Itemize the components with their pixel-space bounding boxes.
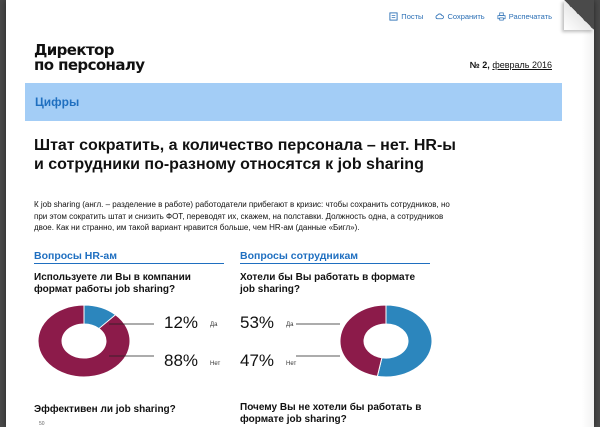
right-donut-segment-yes (376, 304, 433, 378)
right-leader-lines (296, 323, 340, 357)
left-leader-lines (109, 323, 154, 357)
left-column-rule (34, 263, 224, 264)
left-question-2: Эффективен ли job sharing? (34, 404, 176, 415)
section-title: Цифры (35, 95, 80, 109)
left-yes-label: Да (210, 322, 218, 328)
left-question-1: Используете ли Вы в компании формат рабо… (34, 272, 191, 295)
save-label: Сохранить (447, 12, 485, 21)
right-question-1: Хотели бы Вы работать в формате job shar… (240, 272, 416, 295)
print-button[interactable]: Распечатать (497, 12, 552, 21)
post-label: Посты (401, 12, 424, 21)
issue-info: № 2, февраль 2016 (470, 60, 552, 70)
section-band: Цифры (25, 83, 562, 121)
article-lede: К job sharing (англ. – разделение в рабо… (34, 200, 450, 232)
document-toolbar: Посты Сохранить Распечатать (389, 12, 552, 21)
logo-line-2: по персоналу (34, 56, 145, 74)
post-icon (389, 12, 398, 21)
printer-icon (497, 12, 506, 21)
left-no-percent: 88% (164, 351, 199, 370)
right-no-percent: 47% (240, 351, 275, 370)
print-label: Распечатать (508, 12, 552, 21)
right-no-label: Нет (286, 361, 297, 367)
post-button[interactable]: Посты (389, 12, 423, 21)
magazine-logo: Директор по персоналу (34, 41, 145, 74)
save-button[interactable]: Сохранить (435, 12, 485, 21)
logo-line-1: Директор (34, 41, 115, 59)
left-chart-tick: 50 (39, 421, 45, 427)
right-donut-chart (339, 304, 433, 378)
cloud-icon (436, 13, 445, 20)
right-yes-label: Да (286, 322, 294, 328)
issue-number: № 2, (469, 60, 490, 70)
page-edge-shadow (582, 0, 594, 427)
right-donut-segment-no (339, 304, 387, 377)
right-column-rule (240, 263, 430, 264)
left-no-label: Нет (210, 361, 221, 367)
left-donut-chart (37, 304, 131, 378)
right-question-2: Почему Вы не хотели бы работать в формат… (240, 402, 422, 425)
issue-date[interactable]: февраль 2016 (492, 60, 552, 70)
document-page: Посты Сохранить Распечатать Директор по … (6, 0, 594, 427)
left-donut-segment-no (37, 304, 131, 378)
right-yes-percent: 53% (240, 313, 275, 332)
left-yes-percent: 12% (164, 313, 199, 332)
article-headline: Штат сократить, а количество персонала –… (34, 137, 456, 173)
page-curl (564, 0, 594, 30)
left-column-heading: Вопросы HR-ам (34, 250, 118, 262)
right-column-heading: Вопросы сотрудникам (240, 250, 359, 262)
